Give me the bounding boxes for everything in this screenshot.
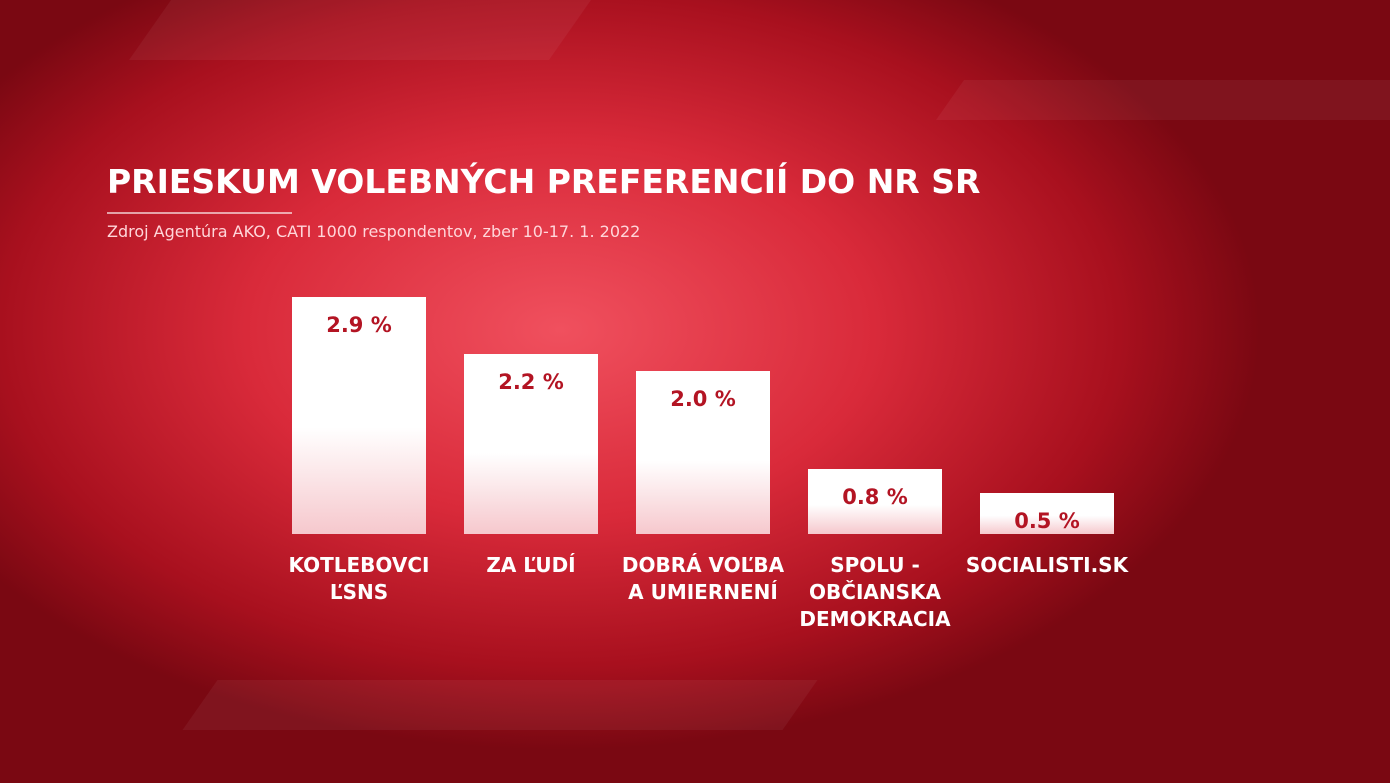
bar <box>636 370 770 534</box>
category-label: SOCIALISTI.SK <box>965 553 1129 577</box>
bar <box>808 468 942 534</box>
bar <box>464 354 598 534</box>
value-label: 0.5 % <box>1014 509 1080 534</box>
chart-subtitle: Zdroj Agentúra AKO, CATI 1000 respondent… <box>107 222 641 241</box>
value-label: 2.0 % <box>670 386 736 411</box>
category-label: SPOLU - OBČIANSKA DEMOKRACIA <box>799 553 951 631</box>
background-stripe <box>935 80 1390 120</box>
category-label: ZA ĽUDÍ <box>486 553 576 577</box>
background-stripe <box>128 0 592 60</box>
title-rule <box>107 212 292 214</box>
bar <box>292 297 426 534</box>
value-label: 2.9 % <box>326 313 392 337</box>
value-label: 0.8 % <box>842 484 908 509</box>
value-label: 2.2 % <box>498 370 564 395</box>
background-stripe <box>182 680 818 730</box>
bar <box>980 493 1114 534</box>
chart-title: PRIESKUM VOLEBNÝCH PREFERENCIÍ DO NR SR <box>107 162 981 201</box>
category-label: KOTLEBOVCI ĽSNS <box>288 553 430 604</box>
category-label: DOBRÁ VOĽBA A UMIERNENÍ <box>621 553 785 604</box>
